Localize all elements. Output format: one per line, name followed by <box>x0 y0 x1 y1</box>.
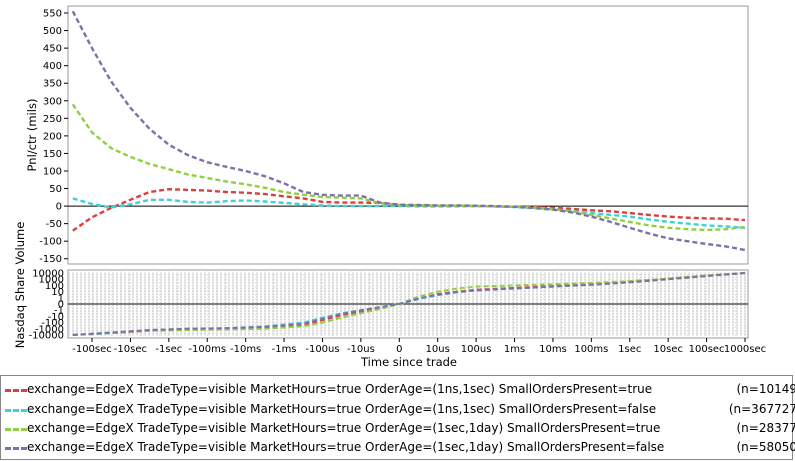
x-tick-label: 1000sec <box>724 344 766 355</box>
y-tick-label: 10000 <box>32 269 64 280</box>
y-tick-label: -1 <box>54 306 64 317</box>
y-tick-label: 100 <box>45 281 64 292</box>
pnl-y-axis-label: Pnl/ctr (mils) <box>25 99 39 172</box>
x-tick-label: 1ms <box>504 344 525 355</box>
legend-item: exchange=EdgeX TradeType=visible MarketH… <box>5 420 795 438</box>
pnl-y-ticks: -150 -100 -50 0 50 100 150 200 250 300 350 400 450 50… <box>39 9 68 265</box>
x-tick-label: 1sec <box>618 344 641 355</box>
y-tick-label: 200 <box>43 131 62 142</box>
x-tick-label: -10ms <box>230 344 261 355</box>
x-tick-label: -100sec <box>72 344 112 355</box>
y-tick-label: 400 <box>43 61 62 72</box>
x-ticks: -100sec -10sec -1sec -100ms -10ms -1ms -100us -… <box>72 338 766 355</box>
y-tick-label: 450 <box>43 44 62 55</box>
y-tick-label: -10 <box>48 312 64 323</box>
y-tick-label: 10 <box>51 287 64 298</box>
legend-item: exchange=EdgeX TradeType=visible MarketH… <box>5 381 795 399</box>
legend-count: (n=367727 <box>728 402 795 416</box>
legend-label: exchange=EdgeX TradeType=visible MarketH… <box>27 382 653 396</box>
legend-swatch <box>5 389 27 392</box>
y-tick-label: -150 <box>39 254 62 265</box>
x-tick-label: -100ms <box>188 344 226 355</box>
legend-swatch <box>5 409 27 412</box>
x-tick-label: 100ms <box>574 344 608 355</box>
legend-label: exchange=EdgeX TradeType=visible MarketH… <box>27 421 661 435</box>
y-tick-label: 0 <box>56 202 62 213</box>
x-tick-label: 0 <box>396 344 402 355</box>
y-tick-label: 0 <box>58 300 64 311</box>
y-tick-label: -50 <box>46 219 62 230</box>
x-tick-label: 10sec <box>653 344 683 355</box>
chart-area: -150-100-5005010015020025030035040045050… <box>13 5 766 369</box>
legend: exchange=EdgeX TradeType=visible MarketH… <box>0 375 795 460</box>
volume-y-axis-label: Nasdaq Share Volume <box>13 222 27 349</box>
y-tick-label: 300 <box>43 96 62 107</box>
y-tick-label: 150 <box>43 149 62 160</box>
x-tick-label: 100sec <box>689 344 725 355</box>
x-tick-label: -10sec <box>114 344 147 355</box>
y-tick-label: 50 <box>49 184 62 195</box>
pnl-plot-background <box>67 5 749 265</box>
legend-item: exchange=EdgeX TradeType=visible MarketH… <box>5 439 795 457</box>
y-tick-label: 350 <box>43 79 62 90</box>
y-tick-label: 500 <box>43 26 62 37</box>
x-tick-label: -10us <box>347 344 375 355</box>
legend-label: exchange=EdgeX TradeType=visible MarketH… <box>27 440 665 454</box>
legend-item: exchange=EdgeX TradeType=visible MarketH… <box>5 401 795 419</box>
y-tick-label: -100 <box>41 318 64 329</box>
legend-swatch <box>5 428 27 431</box>
x-tick-label: -100us <box>305 344 339 355</box>
y-tick-label: 1000 <box>39 275 64 286</box>
x-tick-label: 10ms <box>539 344 567 355</box>
x-tick-label: -1ms <box>272 344 297 355</box>
legend-count: (n=58050 <box>736 440 795 454</box>
x-axis-label: Time since trade <box>360 355 457 369</box>
y-tick-label: -10000 <box>29 331 64 342</box>
y-tick-label: -1000 <box>35 324 64 335</box>
series-line <box>71 10 746 252</box>
y-tick-label: 100 <box>43 166 62 177</box>
x-tick-label: -1sec <box>155 344 182 355</box>
series-line <box>72 272 746 336</box>
y-tick-label: 250 <box>43 114 62 125</box>
y-tick-label: 550 <box>43 9 62 20</box>
x-tick-label: 10us <box>426 344 450 355</box>
legend-swatch <box>5 447 27 450</box>
y-tick-label: -100 <box>39 237 62 248</box>
pnl-series <box>71 10 746 252</box>
y-tick-label: 1 <box>58 293 64 304</box>
legend-count: (n=10149 <box>736 382 795 396</box>
x-tick-label: 100us <box>461 344 492 355</box>
legend-count: (n=28377 <box>736 421 795 435</box>
volume-series <box>72 272 746 336</box>
legend-label: exchange=EdgeX TradeType=visible MarketH… <box>27 402 657 416</box>
